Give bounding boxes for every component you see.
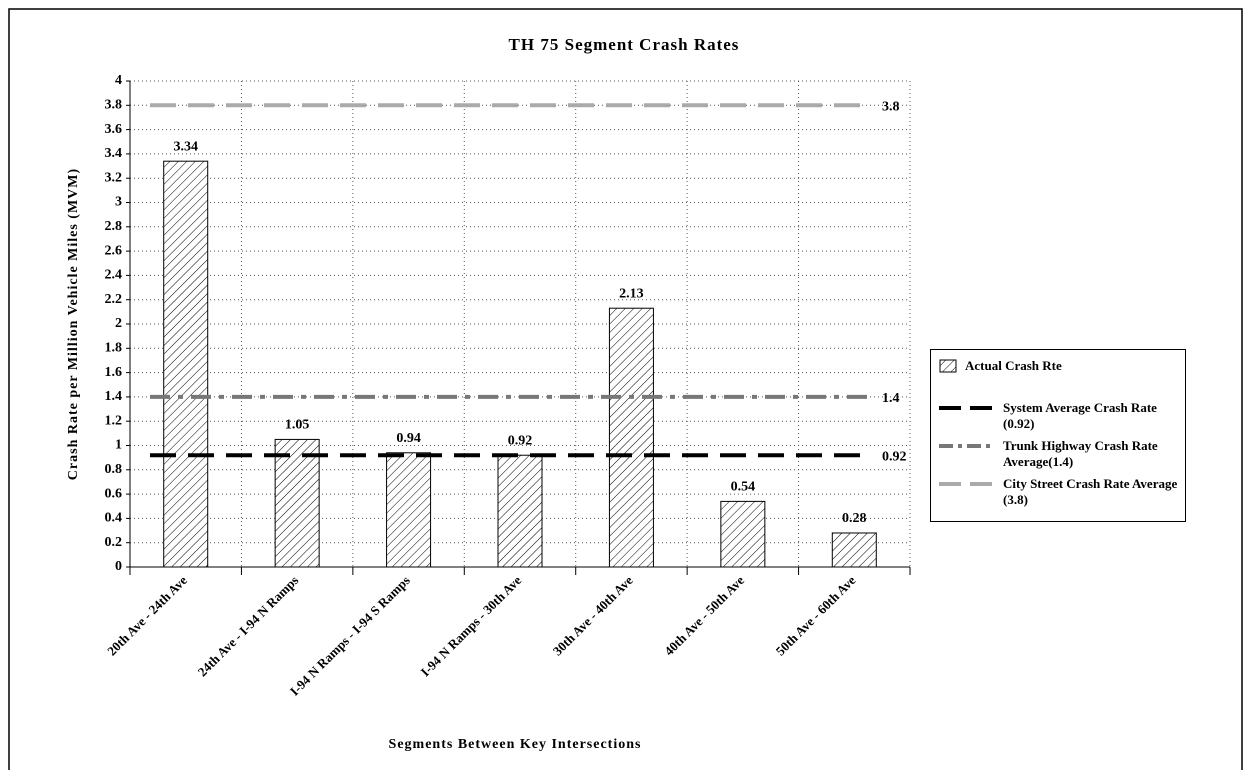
y-tick-label: 1 (115, 438, 122, 453)
y-tick-label: 2.8 (105, 219, 123, 234)
y-axis-label: Crash Rate per Million Vehicle Miles (MV… (66, 168, 81, 480)
legend-swatch (939, 482, 993, 486)
x-tick-label: I-94 N Ramps - 30th Ave (418, 572, 525, 679)
x-axis-label: Segments Between Key Intersections (389, 737, 642, 752)
bar (386, 452, 432, 568)
x-tick-label: 20th Ave - 24th Ave (104, 572, 190, 658)
legend-entry: System Average Crash Rate (0.92) (939, 400, 1183, 432)
y-tick-label: 2 (115, 316, 122, 331)
legend-hatch (939, 359, 957, 373)
legend-label: City Street Crash Rate Average (3.8) (1003, 476, 1178, 507)
frame (8, 8, 1243, 770)
value-label: 0.92 (508, 433, 533, 448)
value-label: 2.13 (619, 286, 644, 301)
y-tick-label: 4 (115, 73, 122, 88)
y-tick-label: 3.2 (105, 170, 123, 185)
y-tick-label: 2.6 (105, 243, 123, 258)
bar (274, 438, 320, 568)
legend-label: System Average Crash Rate (0.92) (1003, 400, 1157, 431)
value-label: 3.34 (173, 139, 198, 154)
reference-label: 3.8 (882, 100, 900, 115)
y-tick-label: 3 (115, 195, 122, 210)
reference-label: 1.4 (882, 391, 900, 406)
y-tick-label: 0.8 (105, 462, 123, 477)
legend: Actual Crash Rte System Average Crash Rat… (930, 349, 1186, 522)
y-tick-label: 0.4 (105, 511, 123, 526)
y-tick-label: 1.8 (105, 341, 123, 356)
y-tick-label: 0.6 (105, 486, 123, 501)
x-tick-label: 50th Ave - 60th Ave (773, 572, 859, 658)
legend-entry: Actual Crash Rte (939, 358, 1145, 374)
y-tick-label: 1.2 (105, 413, 123, 428)
x-tick-label: 30th Ave - 40th Ave (550, 572, 636, 658)
legend-swatch (939, 444, 993, 448)
x-tick-label: I-94 N Ramps - I-94 S Ramps (287, 573, 413, 699)
value-label: 1.05 (285, 418, 310, 433)
y-tick-label: 2.2 (105, 292, 123, 307)
y-tick-label: 0 (115, 559, 122, 574)
legend-entry: Trunk Highway Crash Rate Average(1.4) (939, 438, 1183, 470)
y-tick-label: 1.4 (105, 389, 123, 404)
chart-title: TH 75 Segment Crash Rates (509, 35, 740, 54)
value-label: 0.28 (842, 511, 867, 526)
bar (831, 532, 877, 568)
x-tick-label: 40th Ave - 50th Ave (661, 572, 747, 658)
legend-entry: City Street Crash Rate Average (3.8) (939, 476, 1183, 508)
y-tick-label: 3.6 (105, 122, 123, 137)
y-tick-label: 1.6 (105, 365, 123, 380)
x-tick-label: 24th Ave - I-94 N Ramps (195, 573, 302, 680)
y-tick-label: 3.4 (105, 146, 123, 161)
bar (720, 500, 766, 568)
legend-swatch (939, 406, 993, 410)
legend-label: Trunk Highway Crash Rate Average(1.4) (1003, 438, 1158, 469)
y-tick-label: 2.4 (105, 268, 123, 283)
bar (163, 160, 209, 568)
reference-label: 0.92 (882, 449, 907, 464)
y-tick-label: 0.2 (105, 535, 123, 550)
value-label: 0.54 (731, 480, 756, 495)
bar (497, 454, 543, 568)
y-tick-label: 3.8 (105, 98, 123, 113)
bar (608, 307, 654, 568)
legend-label: Actual Crash Rte (965, 358, 1062, 373)
value-label: 0.94 (396, 431, 421, 446)
legend-swatch (939, 359, 957, 373)
